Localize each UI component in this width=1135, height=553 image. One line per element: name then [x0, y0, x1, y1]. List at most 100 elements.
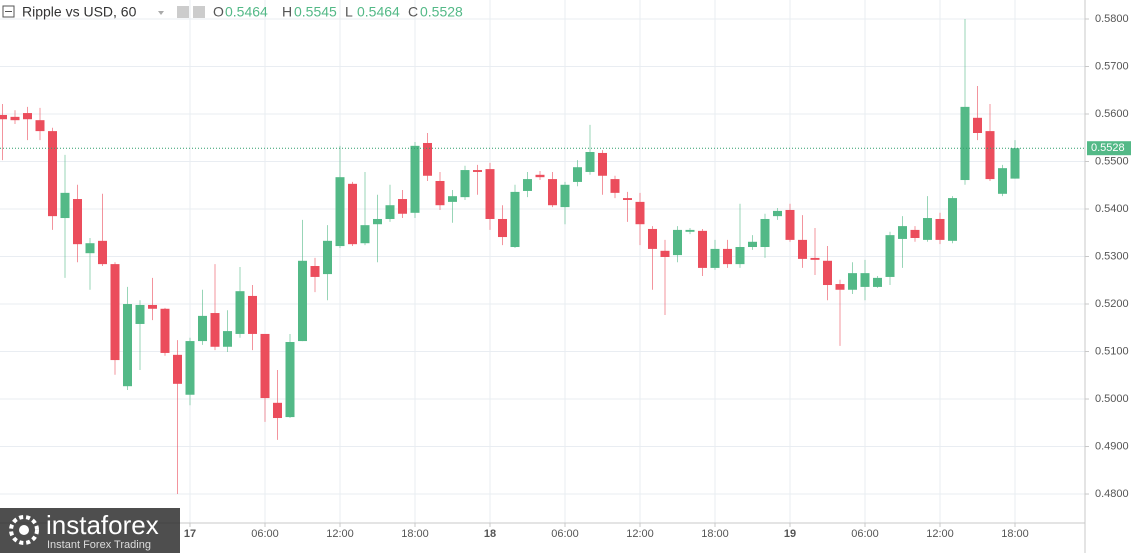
candle-body [585, 152, 595, 172]
y-tick-label: 0.5400 [1095, 203, 1129, 215]
candle-body [860, 273, 870, 287]
candle-body [560, 184, 570, 208]
candle-body [923, 218, 932, 240]
candle-body [23, 113, 32, 120]
candle-body [160, 308, 170, 353]
candle-body [398, 199, 407, 214]
candle-body [335, 177, 345, 247]
ohlc-header: O 0.5464 H 0.5545 L 0.5464 C 0.5528 [213, 4, 463, 20]
x-tick-label: 06:00 [251, 528, 279, 540]
x-tick-label: 18:00 [701, 528, 729, 540]
y-tick-label: 0.5600 [1095, 108, 1129, 120]
candle-body [485, 169, 495, 219]
candle-body [73, 199, 82, 245]
candle-body [110, 264, 120, 361]
candle-body [823, 260, 832, 286]
candle-body [760, 218, 770, 248]
candle-body [710, 248, 720, 268]
candle-body [635, 201, 645, 225]
settings-icon[interactable] [193, 6, 205, 18]
candle-body [260, 333, 270, 399]
watermark-logo [9, 515, 39, 545]
candle-body [35, 120, 45, 132]
candle-body [360, 225, 370, 244]
candle-body [60, 192, 70, 219]
chart-title: Ripple vs USD, 60 [22, 4, 137, 20]
candle-body [748, 241, 757, 248]
candle-body [835, 284, 845, 290]
collapse-icon[interactable] [2, 5, 15, 18]
ohlc-key: L [345, 4, 353, 20]
candle-body [323, 240, 332, 275]
ohlc-key: C [408, 4, 418, 20]
x-tick-label: 12:00 [926, 528, 954, 540]
candle-body [135, 304, 145, 324]
candle-body [673, 229, 682, 256]
candle-body [460, 170, 470, 198]
candle-body [98, 240, 107, 265]
candle-body [523, 179, 532, 191]
ohlc-value: 0.5464 [357, 4, 400, 20]
candle-body [410, 145, 420, 213]
candle-body [298, 260, 307, 342]
candle-body [773, 210, 782, 217]
x-tick-label: 18:00 [1001, 528, 1029, 540]
price-label: 0.5528 [1091, 142, 1125, 154]
y-tick-label: 0.5300 [1095, 250, 1129, 262]
y-tick-label: 0.5200 [1095, 298, 1129, 310]
candle-body [985, 131, 995, 180]
candle-body [48, 131, 57, 217]
x-tick-label: 19 [784, 528, 796, 540]
candle-body [660, 250, 670, 257]
candle-body [10, 116, 20, 121]
visibility-icon[interactable] [177, 6, 189, 18]
watermark-box [0, 508, 180, 553]
candle-body [198, 315, 207, 342]
x-tick-label: 12:00 [626, 528, 654, 540]
candle-body [510, 191, 520, 248]
candle-body [573, 167, 582, 182]
candle-body [810, 257, 820, 260]
candle-body [935, 218, 945, 240]
candle-body [248, 295, 257, 334]
grid [0, 0, 1085, 523]
candle-body [173, 354, 182, 384]
candle-body [1010, 148, 1020, 179]
candle-body [548, 179, 557, 206]
x-tick-label: 06:00 [551, 528, 579, 540]
dropdown-caret[interactable] [158, 11, 164, 15]
candle-body [235, 291, 245, 334]
x-tick-label: 17 [184, 528, 196, 540]
candle-body [210, 313, 220, 347]
candle-body [85, 243, 95, 254]
candle-body [598, 152, 607, 176]
candle-body [698, 230, 707, 268]
candle-body [898, 226, 907, 239]
ohlc-value: 0.5464 [225, 4, 268, 20]
y-tick-label: 0.4900 [1095, 440, 1129, 452]
candle-body [998, 168, 1007, 194]
y-tick-label: 0.5500 [1095, 155, 1129, 167]
candle-body [285, 342, 295, 418]
candle-body [385, 205, 395, 219]
candle-body [723, 248, 732, 265]
candle-body [885, 235, 895, 277]
x-tick-label: 12:00 [326, 528, 354, 540]
y-tick-label: 0.5700 [1095, 60, 1129, 72]
candle-body [423, 142, 432, 176]
candle-body [610, 179, 620, 193]
candle-body [148, 304, 157, 309]
y-tick-label: 0.5000 [1095, 393, 1129, 405]
candle-body [948, 198, 957, 241]
ohlc-key: O [213, 4, 224, 20]
candles [0, 19, 1020, 495]
x-tick-label: 06:00 [851, 528, 879, 540]
watermark-logo-core [19, 525, 29, 535]
candle-body [973, 117, 982, 134]
candle-body [435, 180, 445, 206]
candle-body [348, 183, 357, 245]
candle-body [535, 174, 545, 178]
y-tick-label: 0.4800 [1095, 488, 1129, 500]
